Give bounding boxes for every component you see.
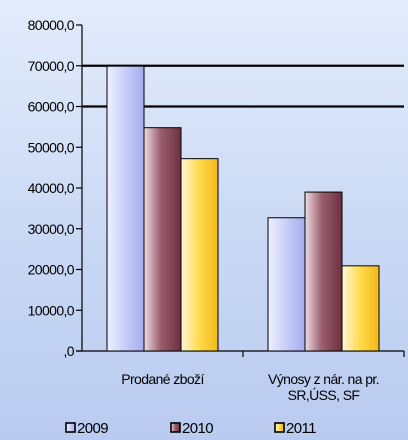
bar-2010-0 [143, 127, 182, 352]
bar-2011-1 [341, 265, 380, 352]
y-tick-label: 20000,0 [28, 262, 75, 278]
category-label: Výnosy z nár. na pr. SR,ÚSS, SF [268, 371, 379, 403]
category-label: Prodané zboží [121, 371, 204, 387]
tick-labels: ,0 10000,0 20000,0 30000,0 40000,0 50000,0 600… [28, 17, 380, 403]
legend-swatch [274, 422, 285, 433]
y-tick-label: ,0 [64, 343, 75, 359]
legend-swatch [65, 422, 76, 433]
y-tick-label: 40000,0 [28, 180, 75, 196]
bar-2009-0 [106, 65, 145, 352]
legend-label: 2011 [286, 420, 316, 437]
legend-swatch [170, 422, 181, 433]
y-tick-label: 10000,0 [28, 302, 75, 318]
y-tick-label: 70000,0 [28, 58, 75, 74]
y-tick-label: 60000,0 [28, 99, 75, 115]
y-tick-label: 50000,0 [28, 139, 75, 155]
bar-2010-1 [304, 191, 343, 352]
legend: 2009 2010 2011 [65, 420, 317, 437]
y-tick-label: 30000,0 [28, 221, 75, 237]
bars [106, 65, 380, 352]
bar-2009-1 [267, 217, 306, 352]
legend-label: 2009 [77, 420, 108, 437]
y-tick-label: 80000,0 [28, 17, 75, 33]
legend-label: 2010 [182, 420, 213, 437]
bar-2011-0 [180, 158, 219, 352]
